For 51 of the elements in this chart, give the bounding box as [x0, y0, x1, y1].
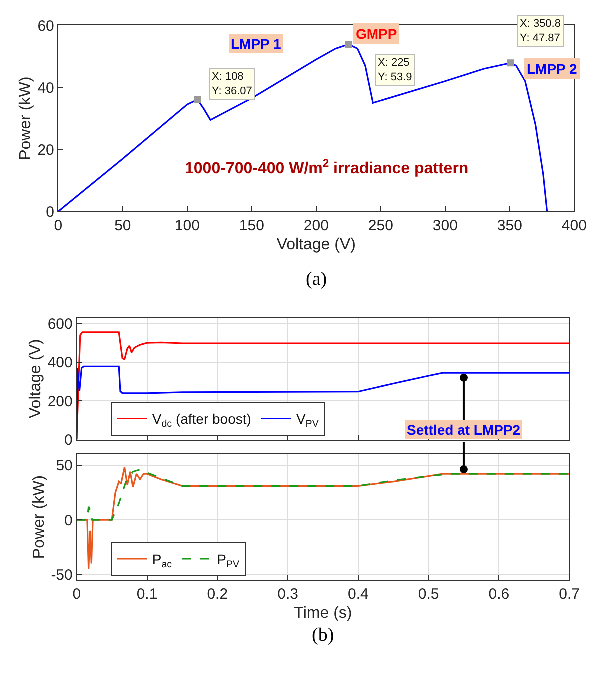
annotation: LMPP 1	[231, 36, 282, 52]
x-tick-label: 100	[174, 218, 200, 235]
y-tick-label: 600	[48, 316, 73, 334]
legend-label: V$_{dc}$ (after boost)	[152, 411, 252, 430]
legend-label: P$_{PV}$	[217, 551, 240, 570]
y-tick-label: 40	[38, 80, 54, 97]
x-tick-label: 0.2	[207, 586, 228, 604]
text: (b)	[312, 625, 334, 646]
line-series	[76, 366, 570, 440]
x-tick-label: 50	[114, 218, 132, 235]
y-axis-title: Voltage (V)	[28, 339, 45, 418]
x-tick-label: 250	[368, 218, 394, 235]
y-axis-title: Power (kW)	[31, 476, 48, 560]
text: (a)	[306, 269, 328, 290]
annotation: 1000-700-400 W/m$^{2}$ irradiance pattern	[185, 158, 469, 178]
legend-label: P$_{ac}$	[152, 551, 172, 570]
annotation: Settled at LMPP2	[407, 422, 521, 438]
y-tick-label: 60	[38, 18, 54, 35]
line-series	[76, 332, 570, 440]
y-tick-label: 50	[56, 458, 73, 475]
annotation: X: 225 Y: 53.9	[378, 57, 412, 84]
x-tick-label: 400	[562, 218, 587, 235]
x-tick-label: 0.3	[278, 586, 298, 604]
annotation: X: 350.8 Y: 47.87	[520, 18, 561, 44]
x-tick-label: 150	[239, 218, 264, 235]
y-tick-label: 0	[64, 432, 73, 450]
x-tick-label: 0.6	[488, 586, 510, 604]
x-tick-label: 0.7	[559, 586, 580, 604]
y-axis-title: Power (kW)	[18, 76, 35, 160]
point	[507, 60, 514, 67]
x-tick-label: 350	[497, 218, 522, 235]
point	[194, 96, 202, 104]
legend-label: V$_{PV}$	[296, 411, 320, 430]
annotation: X: 108 Y: 36.07	[212, 71, 252, 98]
y-tick-label: 0	[46, 204, 54, 221]
x-tick-label: 300	[432, 218, 458, 235]
x-tick-label: 0.4	[348, 586, 369, 604]
point	[345, 40, 352, 48]
y-tick-label: 400	[48, 354, 73, 372]
x-tick-label: 0.1	[136, 586, 158, 604]
y-tick-label: 200	[48, 393, 73, 410]
y-tick-label: 20	[38, 142, 54, 159]
y-tick-label: 0	[64, 512, 73, 530]
x-axis-title: Voltage (V)	[276, 236, 356, 254]
annotation: LMPP 2	[527, 61, 578, 77]
annotation: GMPP	[356, 26, 398, 42]
line-series	[76, 468, 570, 521]
x-tick-label: 0.5	[418, 586, 440, 604]
x-tick-label: 200	[304, 218, 329, 235]
x-axis-title: Time (s)	[294, 604, 352, 622]
y-tick-label: -50	[51, 566, 73, 584]
